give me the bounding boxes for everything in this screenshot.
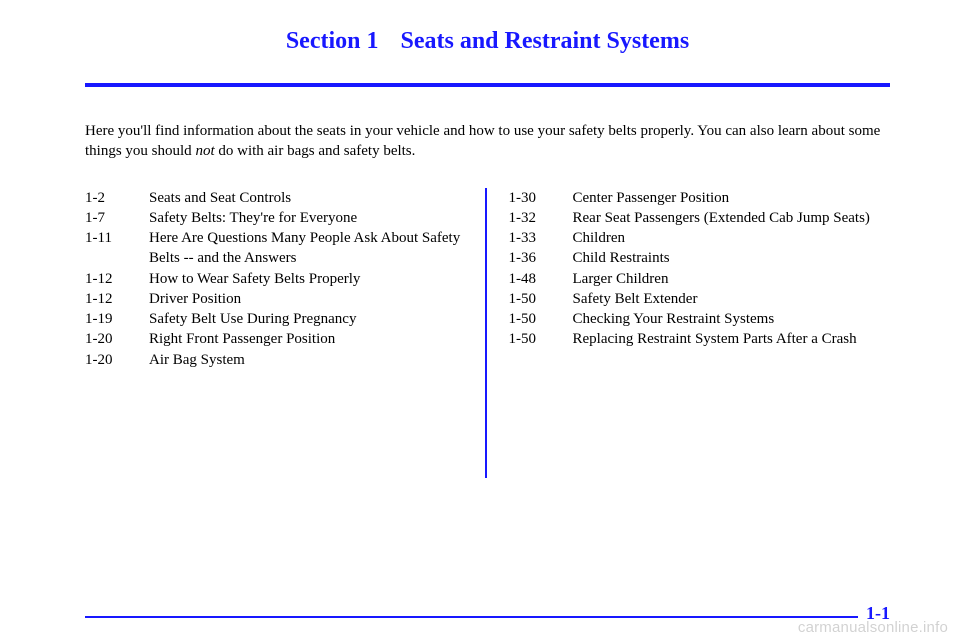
toc-row: 1-48Larger Children [509, 269, 891, 289]
toc-title: Driver Position [149, 289, 467, 309]
section-label: Section 1 [286, 28, 379, 54]
toc-row: 1-30Center Passenger Position [509, 188, 891, 208]
toc-left-column: 1-2Seats and Seat Controls 1-7Safety Bel… [85, 188, 485, 478]
toc-page: 1-36 [509, 248, 573, 268]
page-number: 1-1 [858, 603, 890, 624]
toc-page: 1-32 [509, 208, 573, 228]
toc-title: Replacing Restraint System Parts After a… [573, 329, 891, 349]
toc-row: 1-32Rear Seat Passengers (Extended Cab J… [509, 208, 891, 228]
toc-columns: 1-2Seats and Seat Controls 1-7Safety Bel… [85, 188, 890, 478]
toc-row: 1-33Children [509, 228, 891, 248]
toc-row: 1-36Child Restraints [509, 248, 891, 268]
page-footer: 1-1 [85, 616, 890, 618]
toc-page: 1-50 [509, 329, 573, 349]
intro-text-em: not [195, 143, 214, 159]
toc-page: 1-19 [85, 309, 149, 329]
toc-page: 1-48 [509, 269, 573, 289]
toc-title: How to Wear Safety Belts Properly [149, 269, 467, 289]
toc-title: Right Front Passenger Position [149, 329, 467, 349]
toc-page: 1-11 [85, 228, 149, 248]
toc-row: 1-7Safety Belts: They're for Everyone [85, 208, 467, 228]
toc-title: Children [573, 228, 891, 248]
toc-title: Here Are Questions Many People Ask About… [149, 228, 467, 269]
toc-page: 1-50 [509, 289, 573, 309]
toc-page: 1-33 [509, 228, 573, 248]
toc-page: 1-30 [509, 188, 573, 208]
intro-text-after: do with air bags and safety belts. [215, 143, 416, 159]
toc-title: Air Bag System [149, 350, 467, 370]
toc-title: Checking Your Restraint Systems [573, 309, 891, 329]
toc-row: 1-50Checking Your Restraint Systems [509, 309, 891, 329]
toc-page: 1-20 [85, 350, 149, 370]
toc-row: 1-20Air Bag System [85, 350, 467, 370]
toc-row: 1-12Driver Position [85, 289, 467, 309]
toc-page: 1-2 [85, 188, 149, 208]
intro-paragraph: Here you'll find information about the s… [85, 121, 890, 162]
toc-row: 1-50Safety Belt Extender [509, 289, 891, 309]
toc-row: 1-2Seats and Seat Controls [85, 188, 467, 208]
manual-page: Section 1 Seats and Restraint Systems Her… [0, 0, 960, 640]
toc-title: Larger Children [573, 269, 891, 289]
toc-title: Child Restraints [573, 248, 891, 268]
toc-page: 1-12 [85, 289, 149, 309]
toc-page: 1-12 [85, 269, 149, 289]
toc-title: Rear Seat Passengers (Extended Cab Jump … [573, 208, 891, 228]
heading-rule [85, 83, 890, 87]
toc-title: Safety Belt Extender [573, 289, 891, 309]
toc-row: 1-20Right Front Passenger Position [85, 329, 467, 349]
toc-row: 1-50Replacing Restraint System Parts Aft… [509, 329, 891, 349]
section-title: Seats and Restraint Systems [401, 28, 690, 54]
toc-page: 1-7 [85, 208, 149, 228]
toc-page: 1-50 [509, 309, 573, 329]
toc-title: Center Passenger Position [573, 188, 891, 208]
toc-page: 1-20 [85, 329, 149, 349]
section-heading: Section 1 Seats and Restraint Systems [85, 28, 890, 55]
toc-title: Seats and Seat Controls [149, 188, 467, 208]
toc-row: 1-19Safety Belt Use During Pregnancy [85, 309, 467, 329]
toc-title: Safety Belt Use During Pregnancy [149, 309, 467, 329]
toc-title: Safety Belts: They're for Everyone [149, 208, 467, 228]
toc-right-column: 1-30Center Passenger Position 1-32Rear S… [487, 188, 891, 478]
toc-row: 1-11Here Are Questions Many People Ask A… [85, 228, 467, 269]
footer-rule [85, 616, 890, 618]
toc-row: 1-12How to Wear Safety Belts Properly [85, 269, 467, 289]
